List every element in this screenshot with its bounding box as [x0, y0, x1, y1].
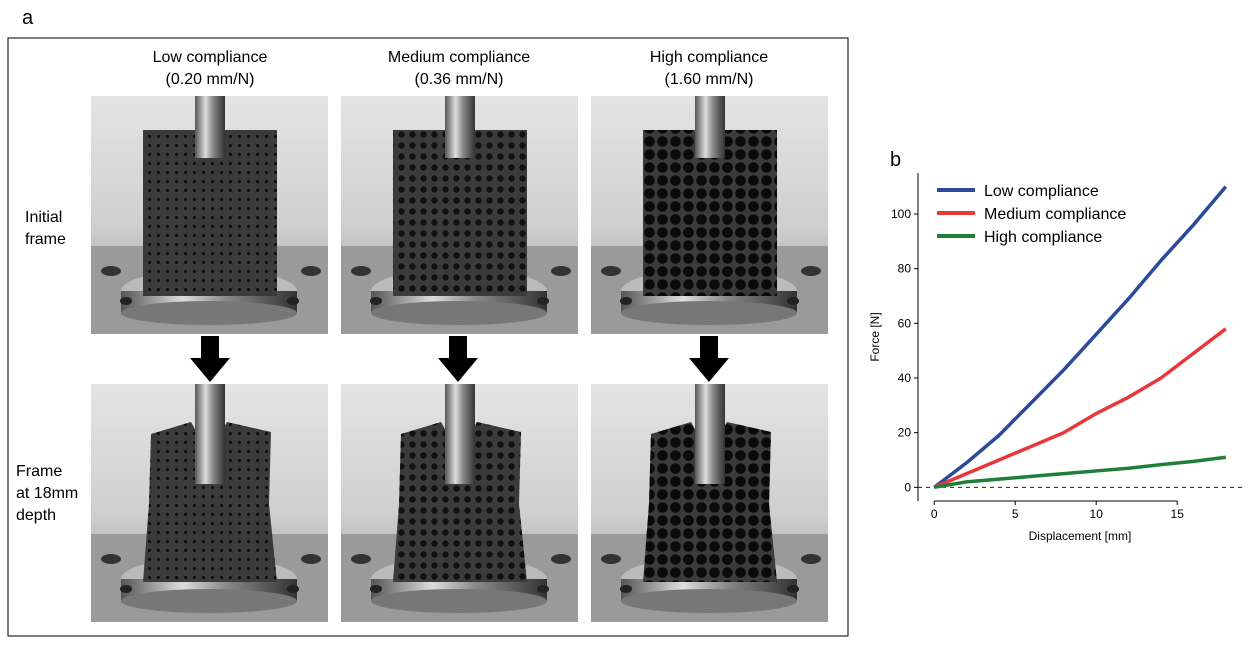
row-label: at 18mm [16, 485, 78, 502]
x-tick-label: 15 [1171, 507, 1185, 521]
row-label: frame [25, 231, 66, 248]
y-tick-label: 60 [898, 316, 912, 330]
legend-label: Medium compliance [984, 206, 1126, 223]
column-subtitle: (1.60 mm/N) [665, 71, 754, 88]
column-title: Low compliance [153, 49, 268, 66]
line-chart: b Displacement [mm] Force [N] 0 20 40 60 80 1… [868, 149, 1242, 543]
y-tick-label: 80 [898, 262, 912, 276]
rod [195, 96, 225, 158]
x-tick-label: 10 [1090, 507, 1104, 521]
y-tick-label: 40 [898, 371, 912, 385]
rod [695, 96, 725, 158]
row-label: Initial [25, 209, 62, 226]
panel-label: b [890, 149, 901, 171]
x-tick-label: 0 [931, 507, 938, 521]
arrow [689, 336, 729, 382]
column-subtitle: (0.36 mm/N) [415, 71, 504, 88]
series-line [934, 457, 1226, 487]
rod [445, 384, 475, 484]
y-axis-label: Force [N] [868, 312, 882, 361]
legend-label: High compliance [984, 229, 1102, 246]
y-tick-label: 0 [904, 480, 911, 494]
legend-label: Low compliance [984, 183, 1099, 200]
rod [445, 96, 475, 158]
figure: a Low compliance (0.20 mm/N) Medium [0, 0, 1252, 642]
arrow [190, 336, 230, 382]
y-tick-label: 100 [891, 207, 911, 221]
row-label: Frame [16, 463, 62, 480]
rod [695, 384, 725, 484]
y-tick-label: 20 [898, 426, 912, 440]
x-tick-label: 5 [1012, 507, 1019, 521]
column-title: High compliance [650, 49, 768, 66]
rod [195, 384, 225, 484]
panel-label: a [22, 7, 34, 29]
arrows [190, 336, 729, 382]
column-subtitle: (0.20 mm/N) [166, 71, 255, 88]
x-axis-label: Displacement [mm] [1029, 529, 1132, 543]
column-title: Medium compliance [388, 49, 530, 66]
row-label: depth [16, 507, 56, 524]
arrow [438, 336, 478, 382]
